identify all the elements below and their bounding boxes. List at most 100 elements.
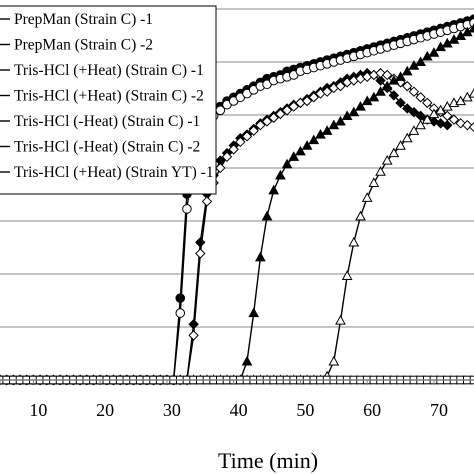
axes — [0, 379, 474, 385]
data-point — [355, 101, 366, 111]
data-point — [308, 134, 320, 145]
data-point — [195, 248, 206, 259]
legend: PrepMan (Strain C) -1 PrepMan (Strain C) … — [0, 5, 217, 195]
data-point — [255, 119, 266, 131]
data-point — [288, 101, 299, 112]
data-point — [401, 132, 413, 143]
data-point — [421, 114, 433, 124]
x-tick-label: 70 — [430, 400, 448, 420]
data-point — [381, 80, 393, 91]
data-point — [401, 65, 413, 76]
legend-item: PrepMan (Strain C) -1 — [0, 11, 153, 28]
data-point — [422, 97, 433, 109]
legend-label: Tris-HCl (-Heat) (Strain C) -2 — [14, 139, 200, 156]
data-point — [328, 355, 340, 366]
data-point — [255, 251, 266, 262]
legend-label: Tris-HCl (+Heat) (Strain C) -2 — [14, 88, 204, 105]
data-point — [388, 90, 400, 101]
x-tick-label: 20 — [96, 400, 114, 420]
data-point — [341, 270, 353, 280]
data-point — [175, 308, 186, 318]
data-point — [395, 140, 406, 150]
data-point — [215, 162, 226, 174]
data-point — [415, 119, 426, 130]
data-point — [188, 330, 199, 341]
data-point — [281, 105, 293, 116]
data-point — [321, 125, 333, 135]
x-axis-tick-labels: 10 20 30 40 50 60 70 — [29, 400, 448, 420]
data-point — [288, 151, 300, 161]
data-point — [468, 121, 474, 133]
data-point — [361, 192, 373, 202]
data-point — [468, 22, 474, 33]
data-point — [415, 56, 426, 67]
data-point — [321, 86, 333, 97]
data-point — [375, 75, 386, 86]
legend-item: PrepMan (Strain C) -2 — [0, 37, 153, 54]
data-point — [261, 116, 273, 127]
data-point — [268, 112, 279, 123]
x-tick-label: 30 — [163, 400, 181, 420]
legend-label: Tris-HCl (-Heat) (Strain C) -1 — [14, 113, 200, 130]
legend-box — [0, 5, 217, 195]
x-tick-label: 60 — [363, 400, 381, 420]
data-point — [428, 47, 440, 57]
legend-label: PrepMan (Strain C) -1 — [14, 11, 153, 28]
data-point — [408, 125, 420, 135]
legend-item: Tris-HCl (+Heat) (Strain YT) -1 — [0, 164, 214, 181]
data-point — [275, 108, 286, 120]
legend-label: Tris-HCl (+Heat) (Strain C) -1 — [14, 62, 204, 79]
data-point — [395, 97, 406, 109]
data-point — [335, 115, 346, 126]
legend-item: Tris-HCl (-Heat) (Strain C) -2 — [0, 139, 200, 156]
data-point — [368, 177, 380, 187]
data-point — [241, 131, 253, 142]
data-point — [408, 86, 420, 97]
data-point — [375, 86, 386, 96]
legend-item: Tris-HCl (-Heat) (Strain C) -1 — [0, 113, 200, 130]
data-point — [175, 293, 186, 303]
data-point — [241, 355, 253, 366]
data-point — [335, 80, 346, 92]
data-point — [348, 106, 360, 117]
legend-label: PrepMan (Strain C) -2 — [14, 37, 153, 54]
data-point — [335, 314, 346, 325]
legend-item: Tris-HCl (+Heat) (Strain C) -1 — [0, 62, 204, 79]
data-point — [195, 237, 206, 248]
x-tick-label: 50 — [296, 400, 314, 420]
data-point — [248, 125, 259, 136]
data-point — [442, 119, 453, 131]
data-point — [301, 95, 313, 107]
x-tick-label: 10 — [29, 400, 47, 420]
data-point — [402, 80, 413, 92]
data-point — [308, 92, 319, 103]
data-point — [448, 114, 460, 125]
data-point — [382, 69, 393, 81]
data-point — [268, 184, 280, 195]
data-point — [275, 169, 286, 180]
data-point — [375, 166, 386, 176]
data-point — [402, 103, 413, 114]
data-point — [355, 210, 366, 221]
x-tick-label: 40 — [230, 400, 248, 420]
data-point — [408, 106, 420, 118]
data-point — [228, 144, 239, 155]
data-point — [381, 154, 393, 165]
legend-item: Tris-HCl (+Heat) (Strain C) -2 — [0, 88, 204, 105]
data-point — [235, 136, 246, 148]
data-point — [221, 151, 233, 163]
data-point — [248, 307, 260, 318]
data-point — [388, 147, 400, 158]
legend-label: Tris-HCl (+Heat) (Strain YT) -1 — [14, 164, 214, 181]
data-point — [301, 140, 313, 150]
data-point — [468, 88, 474, 98]
data-point — [415, 92, 426, 103]
data-point — [295, 145, 306, 156]
data-point — [261, 210, 273, 221]
data-point — [201, 196, 213, 207]
data-point — [182, 204, 192, 214]
data-point — [368, 91, 380, 102]
data-point — [281, 158, 293, 169]
data-point — [395, 71, 406, 81]
